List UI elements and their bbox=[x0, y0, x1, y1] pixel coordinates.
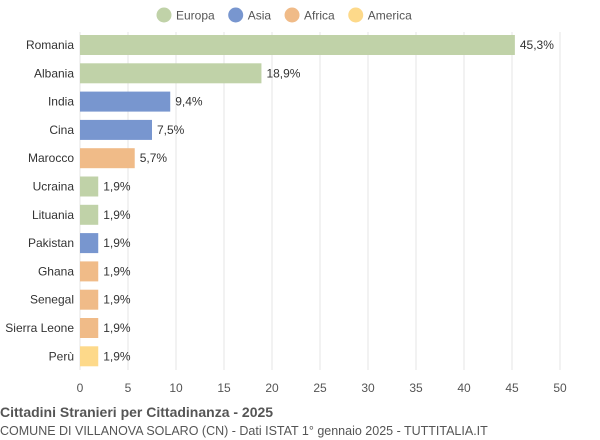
legend-label: Europa bbox=[176, 9, 215, 23]
x-tick-label: 15 bbox=[217, 381, 231, 395]
category-label: Romania bbox=[26, 38, 74, 52]
x-tick-label: 10 bbox=[169, 381, 183, 395]
chart-subtitle: COMUNE DI VILLANOVA SOLARO (CN) - Dati I… bbox=[0, 424, 488, 438]
category-label: Albania bbox=[34, 66, 74, 80]
x-tick-label: 30 bbox=[361, 381, 375, 395]
bar bbox=[80, 119, 152, 140]
data-label: 45,3% bbox=[520, 38, 554, 52]
data-label: 1,9% bbox=[103, 236, 131, 250]
bar bbox=[80, 346, 99, 367]
legend-label: Asia bbox=[248, 9, 272, 23]
bar bbox=[80, 289, 99, 310]
data-label: 7,5% bbox=[157, 123, 185, 137]
category-label: India bbox=[48, 95, 74, 109]
data-label: 1,9% bbox=[103, 264, 131, 278]
data-label: 1,9% bbox=[103, 180, 131, 194]
bar bbox=[80, 63, 262, 84]
x-tick-label: 25 bbox=[313, 381, 327, 395]
category-label: Sierra Leone bbox=[5, 321, 74, 335]
x-tick-label: 0 bbox=[77, 381, 84, 395]
data-label: 1,9% bbox=[103, 208, 131, 222]
x-tick-label: 50 bbox=[553, 381, 567, 395]
x-tick-label: 45 bbox=[505, 381, 519, 395]
bar bbox=[80, 261, 99, 282]
category-label: Senegal bbox=[30, 293, 74, 307]
x-tick-label: 35 bbox=[409, 381, 423, 395]
data-label: 1,9% bbox=[103, 349, 131, 363]
bar bbox=[80, 148, 135, 169]
data-label: 1,9% bbox=[103, 293, 131, 307]
legend-label: America bbox=[368, 9, 412, 23]
category-label: Marocco bbox=[28, 151, 74, 165]
data-label: 9,4% bbox=[175, 95, 203, 109]
bar bbox=[80, 204, 99, 225]
x-tick-label: 20 bbox=[265, 381, 279, 395]
x-tick-label: 5 bbox=[125, 381, 132, 395]
category-label: Cina bbox=[49, 123, 74, 137]
bar bbox=[80, 35, 515, 55]
x-tick-label: 40 bbox=[457, 381, 471, 395]
category-label: Ghana bbox=[38, 264, 74, 278]
bar bbox=[80, 318, 99, 338]
chart-title: Cittadini Stranieri per Cittadinanza - 2… bbox=[0, 404, 274, 420]
category-label: Perù bbox=[49, 349, 74, 363]
category-label: Pakistan bbox=[28, 236, 74, 250]
bar bbox=[80, 176, 99, 197]
category-label: Lituania bbox=[32, 208, 74, 222]
data-label: 18,9% bbox=[266, 66, 300, 80]
data-label: 1,9% bbox=[103, 321, 131, 335]
legend-label: Africa bbox=[304, 9, 335, 23]
bar bbox=[80, 91, 171, 112]
bar bbox=[80, 233, 99, 254]
legend-marker bbox=[228, 7, 244, 23]
legend-marker bbox=[284, 7, 300, 23]
legend-marker bbox=[156, 7, 172, 23]
data-label: 5,7% bbox=[140, 151, 168, 165]
category-label: Ucraina bbox=[33, 180, 75, 194]
bar-chart: 0 5 10 15 20 25 30 35 40 45 50 Romania 45,3% Albania 1… bbox=[5, 7, 567, 395]
legend-marker bbox=[348, 7, 364, 23]
